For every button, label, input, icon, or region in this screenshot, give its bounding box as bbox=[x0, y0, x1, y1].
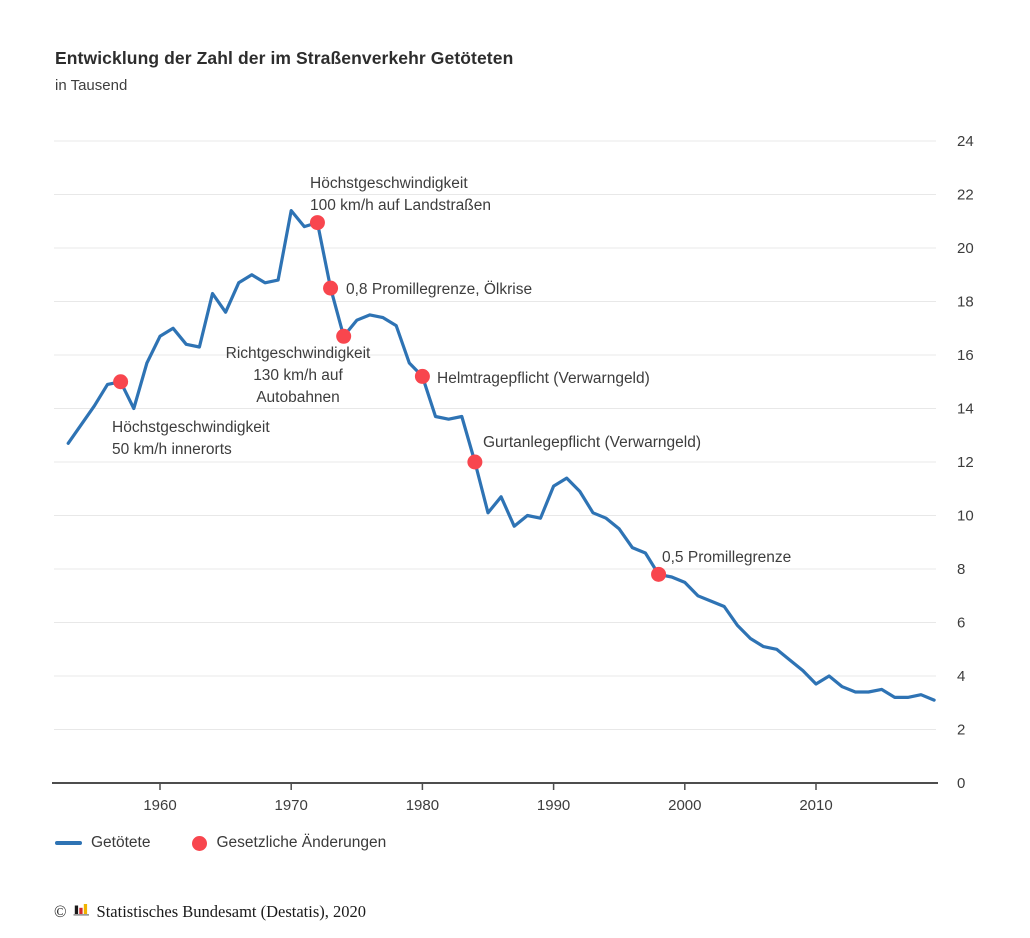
x-tick-label: 1960 bbox=[143, 797, 176, 814]
destatis-bars-icon bbox=[73, 901, 90, 922]
legend-label: Getötete bbox=[91, 834, 151, 851]
chart-legend: Getötete Gesetzliche Änderungen bbox=[55, 834, 386, 852]
y-tick-label: 2 bbox=[957, 722, 965, 739]
x-tick-label: 1970 bbox=[275, 797, 308, 814]
copyright-symbol: © bbox=[54, 901, 67, 921]
law-change-dot bbox=[414, 368, 430, 384]
annotation-label: Richtgeschwindigkeit 130 km/h auf Autobahn… bbox=[226, 345, 371, 406]
x-tick-label: 2010 bbox=[799, 797, 832, 814]
law-change-dot bbox=[336, 328, 352, 344]
dot-swatch-icon bbox=[192, 835, 208, 851]
deaths-line bbox=[66, 209, 936, 702]
y-tick-label: 10 bbox=[957, 508, 974, 525]
x-tick-label: 1990 bbox=[537, 797, 570, 814]
y-tick-label: 8 bbox=[957, 561, 965, 578]
y-tick-label: 24 bbox=[957, 133, 974, 150]
annotation-label: Höchstgeschwindigkeit 100 km/h auf Landst… bbox=[310, 175, 491, 214]
y-tick-label: 20 bbox=[957, 240, 974, 257]
y-tick-label: 18 bbox=[957, 294, 974, 311]
legend-item-gesetzliche-aenderungen: Gesetzliche Änderungen bbox=[192, 834, 386, 852]
law-change-dot bbox=[113, 374, 129, 390]
annotation-label: Höchstgeschwindigkeit 50 km/h innerorts bbox=[112, 419, 270, 458]
legend-label: Gesetzliche Änderungen bbox=[216, 834, 387, 851]
y-tick-label: 12 bbox=[957, 454, 974, 471]
annotation-label: Helmtragepflicht (Verwarngeld) bbox=[437, 370, 650, 387]
chart-subtitle: in Tausend bbox=[55, 77, 128, 94]
y-tick-label: 14 bbox=[957, 401, 974, 418]
annotation-label: 0,5 Promillegrenze bbox=[662, 549, 791, 566]
law-change-dot bbox=[651, 566, 667, 582]
source-attribution: © Statistisches Bundesamt (Destatis), 20… bbox=[54, 901, 366, 922]
law-change-dot bbox=[323, 280, 339, 296]
y-tick-label: 22 bbox=[957, 187, 974, 204]
legend-item-getoetete: Getötete bbox=[55, 834, 150, 852]
y-tick-label: 6 bbox=[957, 615, 965, 632]
source-text: Statistisches Bundesamt (Destatis), 2020 bbox=[96, 901, 367, 921]
x-tick-label: 1980 bbox=[406, 797, 439, 814]
line-swatch-icon bbox=[55, 841, 82, 845]
annotation-label: Gurtanlegepflicht (Verwarngeld) bbox=[483, 434, 701, 451]
y-tick-label: 4 bbox=[957, 668, 965, 685]
annotation-label: 0,8 Promillegrenze, Ölkrise bbox=[346, 280, 532, 298]
y-tick-label: 0 bbox=[957, 775, 965, 792]
page-title: Entwicklung der Zahl der im Straßenverke… bbox=[55, 48, 514, 68]
law-change-dot bbox=[467, 454, 483, 470]
law-change-dot bbox=[309, 215, 325, 231]
x-tick-label: 2000 bbox=[668, 797, 701, 814]
y-tick-label: 16 bbox=[957, 347, 974, 364]
